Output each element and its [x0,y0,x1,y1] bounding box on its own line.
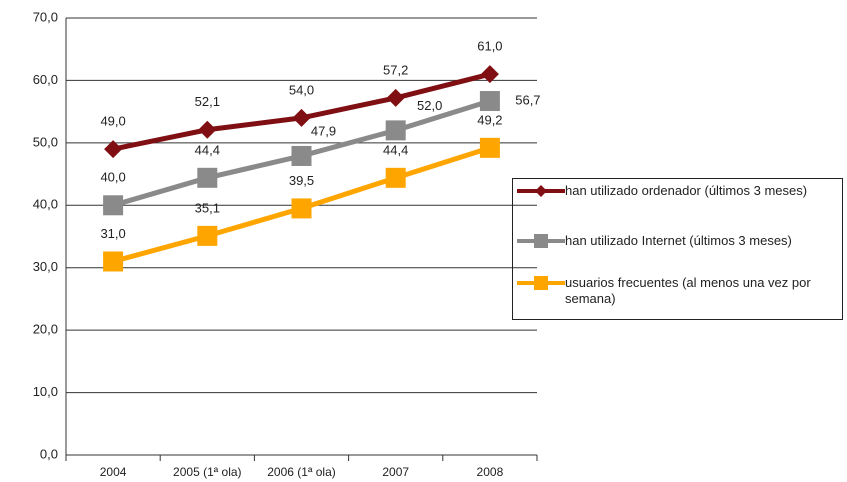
legend-label: usuarios frecuentes (al menos una vez po… [565,275,811,306]
x-tick-label: 2006 (1ª ola) [267,465,335,479]
marker [291,145,312,166]
marker [534,234,548,248]
marker [103,195,124,216]
legend-item: usuarios frecuentes (al menos una vez po… [513,275,838,307]
legend-swatch [517,234,565,248]
x-tick-label: 2004 [100,465,127,479]
data-label: 49,2 [477,112,502,127]
data-label: 49,0 [100,114,125,129]
y-tick-label: 20,0 [33,322,58,337]
marker [198,120,217,139]
data-label: 52,0 [417,98,442,113]
data-label: 31,0 [100,226,125,241]
marker [535,185,547,197]
marker [534,276,548,290]
data-label: 56,7 [515,92,540,107]
x-tick-label: 2008 [477,465,504,479]
marker [479,137,500,158]
marker [385,120,406,141]
data-label: 39,5 [289,173,314,188]
legend-swatch [517,185,565,197]
marker [197,225,218,246]
data-label: 44,4 [383,142,408,157]
data-label: 52,1 [195,94,220,109]
marker [197,167,218,188]
y-tick-label: 0,0 [40,446,58,461]
legend-item: han utilizado Internet (últimos 3 meses) [513,233,838,249]
legend: han utilizado ordenador (últimos 3 meses… [512,178,843,320]
legend-label: han utilizado ordenador (últimos 3 meses… [565,183,808,198]
y-tick-label: 10,0 [33,384,58,399]
data-label: 47,9 [311,123,336,138]
marker [479,91,500,112]
marker [104,140,123,159]
y-tick-label: 40,0 [33,197,58,212]
marker [480,65,499,84]
data-label: 44,4 [195,142,220,157]
marker [292,108,311,127]
y-tick-label: 50,0 [33,134,58,149]
data-label: 61,0 [477,39,502,54]
x-tick-label: 2007 [382,465,409,479]
data-label: 54,0 [289,82,314,97]
marker [386,88,405,107]
legend-label: han utilizado Internet (últimos 3 meses) [565,233,792,248]
data-label: 35,1 [195,200,220,215]
x-tick-label: 2005 (1ª ola) [173,465,241,479]
legend-item: han utilizado ordenador (últimos 3 meses… [513,183,838,199]
y-tick-label: 70,0 [33,9,58,24]
marker [103,251,124,272]
y-tick-label: 30,0 [33,259,58,274]
y-tick-label: 60,0 [33,72,58,87]
data-label: 57,2 [383,62,408,77]
marker [385,167,406,188]
marker [291,198,312,219]
data-label: 40,0 [100,170,125,185]
legend-swatch [517,276,565,290]
